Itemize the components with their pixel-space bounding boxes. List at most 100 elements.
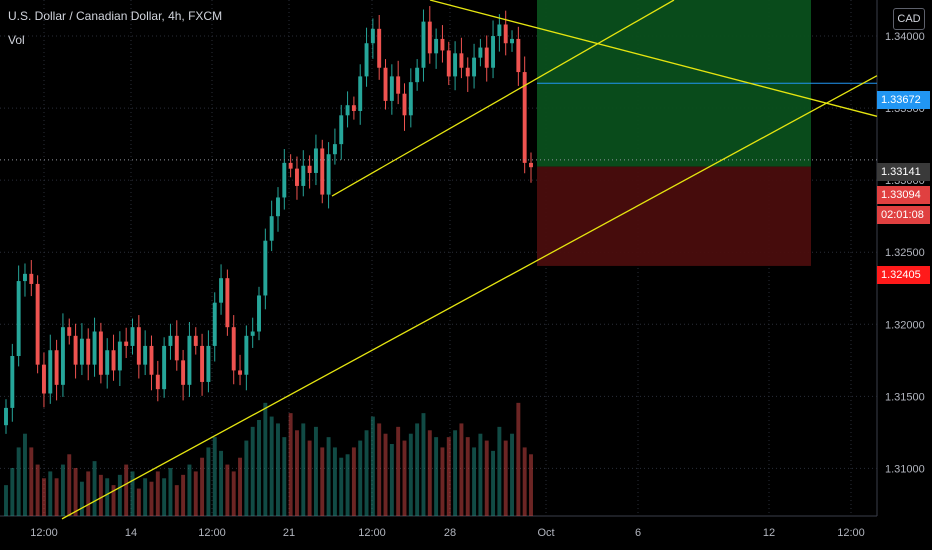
candle-body	[35, 283, 40, 365]
volume-bar	[282, 437, 287, 516]
volume-bar	[276, 423, 280, 516]
candle-body	[54, 350, 59, 385]
volume-bar	[149, 481, 154, 516]
candle-body	[16, 281, 21, 357]
x-tick-label: 14	[125, 527, 137, 539]
candle-body	[155, 374, 160, 390]
trendline-ascending-support	[61, 75, 878, 520]
candle-body	[124, 341, 129, 346]
axes: 1.310001.315001.320001.325001.330001.335…	[30, 31, 925, 539]
candle-body	[174, 335, 179, 361]
candle-body	[345, 105, 350, 116]
volume-bar	[415, 423, 420, 516]
volume-bar	[231, 471, 236, 516]
volume-bar	[174, 485, 179, 516]
candle-body	[364, 43, 369, 77]
currency-button[interactable]: CAD	[893, 8, 925, 30]
candle-body	[60, 327, 65, 385]
candle-body	[472, 57, 477, 77]
volume-bar	[98, 474, 103, 516]
candle-body	[10, 356, 15, 408]
candle-body	[4, 407, 8, 426]
candle-body	[162, 345, 167, 390]
candle-body	[219, 278, 224, 303]
volume-bar	[219, 450, 224, 516]
candle-body	[415, 67, 420, 83]
volume-bar	[370, 416, 375, 516]
volume-bar	[187, 464, 192, 516]
candle-body	[231, 327, 236, 371]
time-axis	[0, 516, 932, 550]
candle-body	[503, 24, 508, 44]
volume-bar	[162, 478, 167, 516]
volume-bar	[345, 454, 350, 516]
x-tick-label: 12:00	[358, 527, 386, 539]
volume-bar	[79, 481, 84, 516]
candle-body	[446, 50, 451, 77]
candle-body	[225, 278, 230, 328]
candle-body	[478, 47, 483, 58]
y-tick-label: 1.32500	[885, 247, 925, 259]
candle-body	[453, 53, 458, 77]
volume-bar	[67, 454, 72, 516]
x-tick-label: 6	[635, 527, 641, 539]
candle-body	[383, 67, 388, 101]
symbol-legend: U.S. Dollar / Canadian Dollar, 4h, FXCM	[8, 9, 223, 23]
candle-body	[92, 331, 97, 365]
candle-body	[516, 38, 521, 73]
volume-bar	[434, 437, 439, 516]
last-price-tag: 1.33094	[877, 186, 930, 204]
candle-body	[307, 165, 312, 173]
volume-bar	[10, 468, 15, 516]
volume-bar	[155, 471, 160, 516]
volume-bar	[522, 447, 527, 516]
volume-bar	[446, 437, 451, 516]
drawings[interactable]	[0, 0, 878, 520]
candle-body	[440, 38, 445, 51]
candle-body	[193, 335, 198, 346]
candle-body	[491, 36, 496, 68]
candle-body	[79, 338, 84, 365]
volume-bar	[124, 464, 129, 516]
volume-bar	[320, 447, 325, 516]
volume-bar	[181, 474, 186, 516]
volume-bar	[288, 413, 293, 516]
volume-bar	[16, 447, 21, 516]
volume-bar	[478, 433, 483, 516]
candle-body	[48, 350, 53, 394]
candle-body	[351, 105, 356, 111]
volume-bar	[117, 474, 122, 516]
volume-bar	[29, 447, 34, 516]
volume-bar	[326, 437, 331, 516]
volume-bar	[244, 440, 249, 516]
candle-body	[41, 364, 46, 394]
bar-countdown: 02:01:08	[877, 206, 930, 224]
volume-bar	[200, 457, 205, 516]
candle-body	[313, 148, 318, 173]
candle-body	[320, 148, 325, 195]
candle-body	[269, 216, 274, 241]
volume-bar	[193, 471, 198, 516]
x-tick-label: 28	[444, 527, 456, 539]
volume-bar	[383, 433, 388, 516]
candle-body	[117, 341, 122, 371]
candle-body	[402, 93, 407, 116]
volume-bar	[105, 478, 110, 516]
candle-body	[23, 273, 27, 282]
volume-bar	[4, 485, 8, 516]
candle-body	[200, 345, 205, 382]
volume-bar	[503, 440, 508, 516]
candle-body	[168, 335, 173, 346]
candle-body	[136, 327, 141, 365]
volume-bar	[168, 468, 173, 516]
volume-bar	[143, 478, 148, 516]
candle-body	[332, 144, 337, 155]
candle-body	[288, 162, 293, 169]
candle-body	[29, 273, 34, 284]
candle-body	[187, 335, 192, 385]
volume-bar	[510, 433, 514, 516]
volume-bar	[427, 430, 432, 516]
volume-bar	[332, 447, 337, 516]
loss-zone	[537, 166, 811, 266]
